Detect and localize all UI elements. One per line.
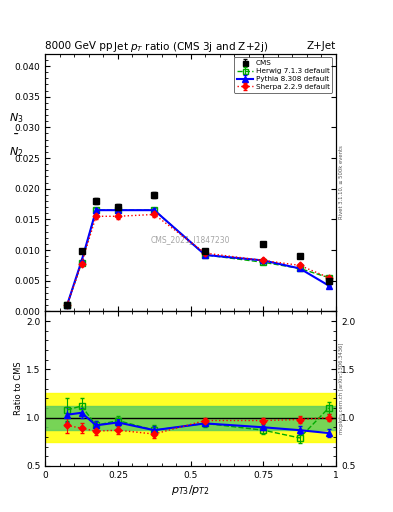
Y-axis label: Ratio to CMS: Ratio to CMS: [14, 362, 23, 415]
Legend: CMS, Herwig 7.1.3 default, Pythia 8.308 default, Sherpa 2.2.9 default: CMS, Herwig 7.1.3 default, Pythia 8.308 …: [234, 57, 332, 93]
Text: $N_2$: $N_2$: [9, 145, 23, 159]
Text: Z+Jet: Z+Jet: [307, 41, 336, 51]
Text: 8000 GeV pp: 8000 GeV pp: [45, 41, 113, 51]
Text: mcplots.cern.ch [arXiv:1306.3436]: mcplots.cern.ch [arXiv:1306.3436]: [339, 343, 344, 434]
X-axis label: $p_{T3}/p_{T2}$: $p_{T3}/p_{T2}$: [171, 482, 210, 497]
Text: $N_3$: $N_3$: [9, 111, 24, 125]
Text: CMS_2021_I1847230: CMS_2021_I1847230: [151, 234, 230, 244]
Title: Jet $p_T$ ratio (CMS 3j and Z+2j): Jet $p_T$ ratio (CMS 3j and Z+2j): [113, 39, 268, 54]
Text: Rivet 3.1.10, ≥ 500k events: Rivet 3.1.10, ≥ 500k events: [339, 145, 344, 220]
